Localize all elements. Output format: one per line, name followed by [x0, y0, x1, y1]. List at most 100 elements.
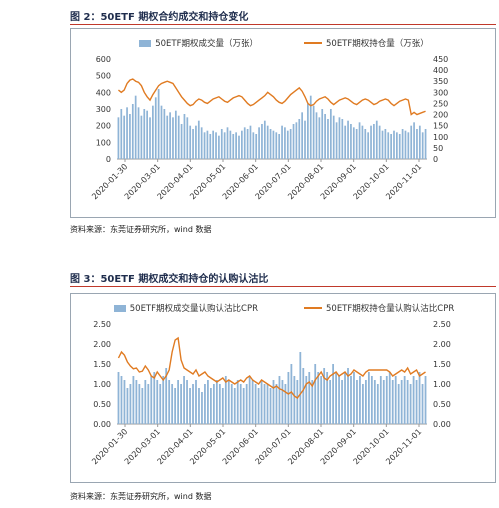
- chart2-bar: [201, 392, 203, 424]
- chart2-bar: [224, 376, 227, 424]
- chart1-bar: [174, 110, 177, 159]
- chart2-bar: [147, 384, 150, 424]
- chart2-y-right-tick: 2.50: [433, 320, 451, 329]
- chart2-bar: [150, 376, 153, 424]
- chart2-bar: [248, 376, 251, 424]
- chart2-bar: [159, 384, 162, 424]
- chart2-bar: [335, 372, 337, 424]
- chart1-bar: [286, 130, 289, 159]
- chart1-bar: [332, 115, 335, 159]
- chart1-bar: [292, 124, 295, 159]
- chart1-legend-line: 50ETF期权持仓量（万张）: [304, 37, 429, 49]
- chart1-y-left-tick: 0: [106, 155, 111, 164]
- chart1-bar: [324, 114, 326, 159]
- chart2-bar: [299, 352, 302, 424]
- chart2-bar: [421, 384, 424, 424]
- chart1-bar: [410, 125, 413, 159]
- chart1-legend-line-label: 50ETF期权持仓量（万张）: [326, 39, 429, 49]
- chart1-bar: [232, 134, 235, 159]
- chart2-bar: [254, 384, 257, 424]
- figure1-source: 资料来源：东莞证券研究所，wind 数据: [70, 225, 212, 234]
- chart2-bar: [236, 380, 239, 424]
- chart1-bar: [249, 125, 252, 159]
- chart1-bar: [421, 132, 424, 159]
- chart2-bar: [403, 376, 406, 424]
- chart2-bar: [284, 384, 287, 424]
- chart1-bar: [370, 125, 372, 159]
- chart2-y-right-tick: 1.00: [433, 380, 451, 389]
- chart2-bar: [376, 384, 379, 424]
- chart1-bar: [160, 105, 163, 159]
- figure2-source: 资料来源：东莞证券研究所，wind 数据: [70, 492, 212, 501]
- chart1-bar: [335, 122, 338, 159]
- chart1-bar: [373, 124, 375, 159]
- chart2-bar: [215, 380, 218, 424]
- chart1-bar: [154, 97, 157, 159]
- chart2-bar: [326, 372, 329, 424]
- chart1-y-right-tick: 250: [433, 99, 448, 108]
- chart1-bar: [149, 117, 151, 159]
- chart2-y-right-tick: 0.00: [433, 420, 451, 429]
- chart1-bar: [117, 117, 120, 159]
- chart1-bar: [298, 119, 301, 159]
- chart1-line-series: [118, 78, 426, 116]
- chart2-bar: [367, 372, 370, 424]
- chart2-bar: [221, 388, 224, 424]
- chart1-bar: [143, 109, 146, 159]
- chart2-bar: [278, 376, 281, 424]
- chart1-bar: [186, 117, 189, 159]
- chart2-bar: [230, 384, 233, 424]
- chart2-bar: [207, 380, 209, 424]
- chart2-bar: [329, 380, 332, 424]
- chart2-bar: [412, 376, 415, 424]
- chart1-bar: [281, 125, 283, 159]
- chart2-bar: [347, 368, 349, 424]
- chart2-bar: [397, 384, 400, 424]
- chart2-bar: [171, 384, 174, 424]
- chart1-bar: [123, 115, 126, 159]
- chart2-legend-bar-swatch: [113, 304, 126, 312]
- chart2-bar: [168, 380, 171, 424]
- chart2-legend: 50ETF期权成交量认购认沽比CPR 50ETF期权持仓量认购认沽比CPR: [71, 302, 497, 314]
- chart1-bar: [246, 129, 249, 159]
- chart1-bar: [381, 130, 384, 159]
- chart1-y-right-tick: 50: [433, 144, 443, 153]
- chart1-bar: [375, 120, 378, 159]
- chart2-bar: [212, 384, 215, 424]
- chart2-bar: [341, 380, 343, 424]
- chart1-bar: [255, 134, 258, 159]
- chart2-bar: [266, 384, 269, 424]
- chart2-bar: [370, 376, 373, 424]
- chart2-bar: [198, 388, 200, 424]
- chart2-y-left-tick: 1.50: [93, 360, 111, 369]
- chart2-bar: [290, 364, 293, 424]
- chart1-bar: [407, 132, 410, 159]
- chart1-bar: [243, 127, 246, 159]
- chart2-bar: [385, 376, 388, 424]
- chart1-bar: [416, 129, 418, 159]
- chart2-bar: [406, 380, 409, 424]
- chart2-bar: [373, 380, 376, 424]
- chart1-bar: [215, 132, 217, 159]
- chart2-bar: [323, 368, 326, 424]
- chart2-line-series: [117, 336, 426, 399]
- chart2-bar: [210, 388, 212, 424]
- chart1-y-right-tick: 200: [433, 111, 448, 120]
- chart2-bar: [394, 376, 397, 424]
- chart2-bar: [189, 388, 191, 424]
- chart1-bar: [364, 129, 367, 159]
- chart2-bar: [204, 384, 206, 424]
- chart2-bar: [126, 388, 129, 424]
- chart2-frame: 50ETF期权成交量认购认沽比CPR 50ETF期权持仓量认购认沽比CPR 0.…: [70, 293, 496, 483]
- chart1-bar: [226, 127, 229, 159]
- chart2-bar: [165, 368, 168, 424]
- chart1-bar: [367, 132, 370, 159]
- chart2-bar: [314, 364, 317, 424]
- chart2-y-right-tick: 1.50: [433, 360, 451, 369]
- chart2-bar: [257, 388, 260, 424]
- chart1-bar: [401, 129, 404, 159]
- chart1-bar: [197, 120, 200, 159]
- chart1-bar: [344, 125, 347, 159]
- chart2-bar: [117, 372, 120, 424]
- chart1-bar: [352, 127, 355, 159]
